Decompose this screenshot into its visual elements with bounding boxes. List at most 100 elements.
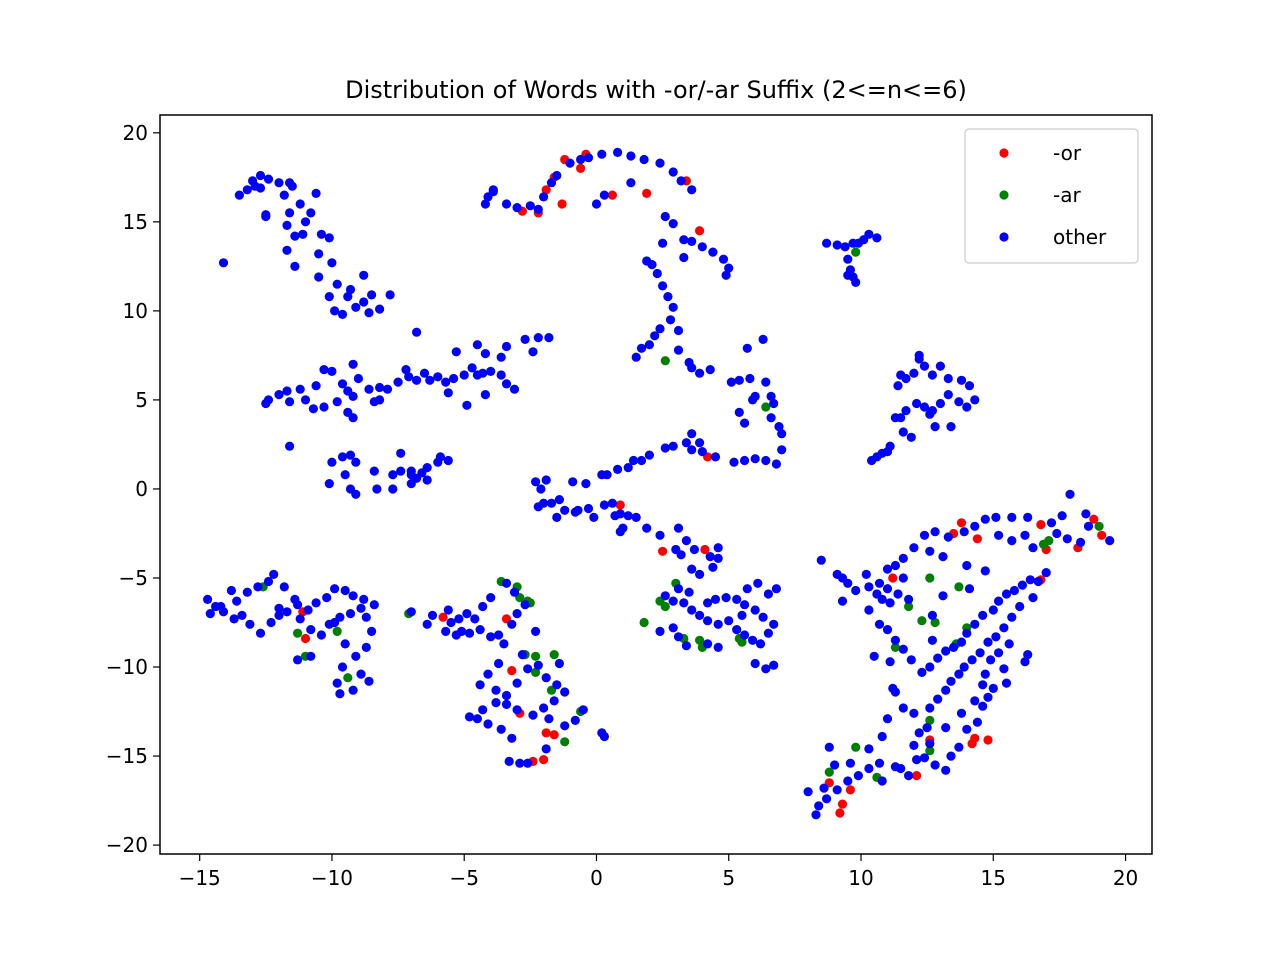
data-point <box>740 455 750 466</box>
data-point <box>306 651 316 661</box>
data-point <box>369 600 379 610</box>
data-point <box>962 402 972 412</box>
data-point <box>636 343 647 353</box>
data-point <box>726 377 737 387</box>
data-point <box>695 438 705 448</box>
data-point <box>539 192 549 202</box>
data-point <box>763 589 774 599</box>
data-point <box>306 625 316 635</box>
data-point <box>658 281 668 291</box>
data-point <box>822 794 832 804</box>
data-point <box>282 220 292 230</box>
data-point <box>909 543 919 553</box>
data-point <box>435 452 445 462</box>
data-point <box>832 785 842 795</box>
data-point <box>525 201 535 211</box>
data-point <box>930 617 940 628</box>
data-point <box>851 742 861 752</box>
data-point <box>853 238 864 248</box>
data-point <box>549 730 559 740</box>
data-point <box>351 489 361 499</box>
data-point <box>975 648 985 658</box>
data-point <box>549 650 559 660</box>
data-point <box>375 395 385 405</box>
data-point <box>631 352 641 362</box>
data-point <box>668 302 678 312</box>
data-point <box>658 546 668 556</box>
data-point <box>927 635 938 645</box>
y-tick-label: 0 <box>135 477 148 501</box>
data-point <box>274 178 284 188</box>
data-point <box>496 724 506 734</box>
data-point <box>935 361 946 371</box>
data-point <box>361 642 371 653</box>
data-point <box>615 500 625 510</box>
data-point <box>351 651 361 661</box>
data-point <box>486 593 496 603</box>
data-point <box>904 594 914 605</box>
data-point <box>687 429 697 439</box>
data-point <box>882 714 893 724</box>
data-point <box>348 359 358 369</box>
data-point <box>295 614 305 624</box>
data-point <box>822 238 832 248</box>
data-point <box>623 463 633 473</box>
data-point <box>697 242 707 252</box>
data-point <box>367 290 377 300</box>
data-point <box>335 689 345 699</box>
data-point <box>935 398 946 409</box>
data-point <box>441 377 451 387</box>
data-point <box>591 199 602 209</box>
data-point <box>909 708 919 718</box>
data-point <box>269 569 279 580</box>
data-point <box>803 787 813 797</box>
legend-label: -or <box>1053 141 1082 165</box>
data-point <box>515 758 525 768</box>
data-point <box>589 512 599 523</box>
data-point <box>218 258 229 268</box>
data-point <box>978 701 988 711</box>
data-point <box>462 609 472 619</box>
data-point <box>954 582 964 592</box>
data-point <box>541 728 551 738</box>
data-point <box>740 600 750 610</box>
data-point <box>578 705 588 715</box>
data-point <box>660 443 670 453</box>
data-point <box>964 381 975 391</box>
data-point <box>673 523 684 533</box>
data-point <box>933 653 943 663</box>
data-point <box>285 208 295 218</box>
data-point <box>843 254 853 264</box>
data-point <box>750 391 760 401</box>
data-point <box>938 591 948 601</box>
data-point <box>893 381 903 391</box>
data-point <box>364 676 374 686</box>
data-point <box>483 669 493 679</box>
data-point <box>327 258 337 268</box>
data-point <box>679 598 689 608</box>
data-point <box>478 601 488 612</box>
data-point <box>697 447 707 457</box>
data-point <box>668 441 678 451</box>
data-point <box>300 217 311 227</box>
data-point <box>610 511 620 521</box>
data-point <box>308 404 318 414</box>
data-point <box>324 292 334 302</box>
data-point <box>840 242 850 252</box>
data-point <box>531 626 541 637</box>
data-point <box>890 642 901 653</box>
data-point <box>673 632 684 642</box>
data-point <box>824 767 834 777</box>
data-point <box>1057 511 1067 521</box>
data-point <box>755 639 766 649</box>
data-point <box>919 361 930 371</box>
data-point <box>364 384 374 394</box>
data-point <box>655 324 665 334</box>
data-point <box>763 628 774 638</box>
data-point <box>316 229 326 239</box>
data-point <box>912 755 922 765</box>
data-point <box>956 637 967 647</box>
data-point <box>983 637 993 647</box>
data-point <box>330 584 340 594</box>
data-point <box>1001 589 1012 599</box>
